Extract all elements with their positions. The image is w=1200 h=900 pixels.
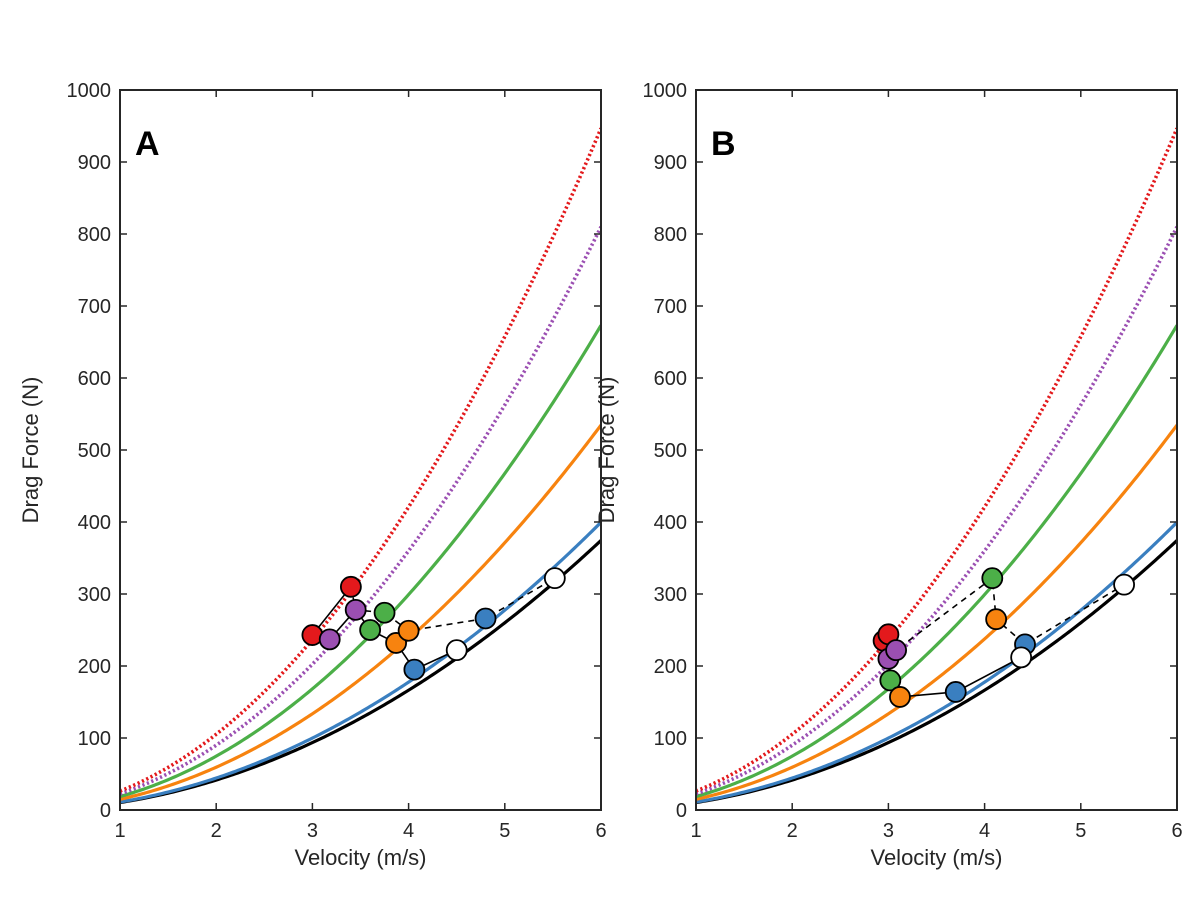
panel-b: 1 2 3 4 5 6 0 100 200 300 400 500 600 700 800 900 1000 B… (594, 80, 1183, 870)
y-tick-label: 1000 (67, 80, 112, 102)
green-curve (696, 324, 1177, 799)
y-tick-label: 600 (654, 368, 687, 390)
x-tick-label: 5 (1075, 820, 1086, 842)
white-marker (1010, 646, 1033, 669)
orange-marker (985, 608, 1008, 631)
purple-marker (885, 639, 907, 662)
red-marker (339, 575, 362, 598)
panel-letter: A (135, 125, 160, 163)
dashed-connector-line (887, 576, 1125, 652)
y-tick-label: 0 (676, 800, 687, 822)
x-tick-label: 2 (211, 820, 222, 842)
y-axis-label: Drag Force (N) (18, 377, 43, 524)
x-tick-label: 2 (787, 820, 798, 842)
blue-curve (120, 521, 601, 804)
y-tick-label: 300 (654, 584, 687, 606)
y-tick-label: 0 (100, 800, 111, 822)
blue-marker (403, 658, 426, 681)
y-tick-label: 600 (78, 368, 111, 390)
x-tick-label: 3 (883, 820, 894, 842)
y-tick-label: 100 (654, 728, 687, 750)
y-tick-label: 900 (78, 152, 111, 174)
points-layer (872, 567, 1135, 708)
y-tick-label: 900 (654, 152, 687, 174)
green-marker (981, 567, 1004, 590)
axes-layer: 1 2 3 4 5 6 0 100 200 300 400 500 600 700 800 900 1000 (67, 80, 607, 842)
x-tick-label: 3 (307, 820, 318, 842)
orange-curve (696, 424, 1177, 801)
blue-marker (944, 681, 967, 703)
solid-connector-line (310, 586, 458, 671)
y-axis-label: Drag Force (N) (594, 377, 619, 524)
green-curve (120, 324, 601, 799)
points-layer (301, 567, 566, 681)
y-tick-label: 800 (78, 224, 111, 246)
white-marker (543, 567, 566, 590)
red-curve (696, 127, 1177, 793)
x-tick-label: 4 (979, 820, 990, 842)
axes-layer: 1 2 3 4 5 6 0 100 200 300 400 500 600 700 800 900 1000 (643, 80, 1183, 842)
y-tick-label: 400 (654, 512, 687, 534)
y-tick-label: 700 (654, 296, 687, 318)
axes-frame (119, 89, 602, 811)
y-tick-label: 500 (78, 440, 111, 462)
green-marker (879, 669, 902, 692)
axes-frame (695, 89, 1178, 811)
y-tick-label: 1000 (643, 80, 688, 102)
x-axis-label: Velocity (m/s) (294, 845, 426, 870)
green-marker (359, 619, 382, 641)
black-curve (696, 539, 1177, 805)
curves-layer (120, 127, 601, 805)
x-tick-label: 1 (114, 820, 125, 842)
y-tick-label: 700 (78, 296, 111, 318)
x-tick-label: 5 (499, 820, 510, 842)
y-tick-label: 300 (78, 584, 111, 606)
y-tick-label: 800 (654, 224, 687, 246)
x-tick-label: 1 (690, 820, 701, 842)
x-tick-label: 6 (595, 820, 606, 842)
y-tick-label: 500 (654, 440, 687, 462)
y-tick-label: 100 (78, 728, 111, 750)
white-marker (445, 639, 468, 662)
purple-curve (696, 226, 1177, 796)
white-marker (1113, 573, 1135, 596)
purple-marker (344, 598, 367, 621)
purple-curve (120, 226, 601, 796)
y-tick-label: 200 (654, 656, 687, 678)
purple-marker (318, 628, 341, 651)
blue-marker (474, 607, 497, 630)
panel-a: 1 2 3 4 5 6 0 100 200 300 400 500 600 700 800 900 1000 A… (18, 80, 607, 870)
x-axis-label: Velocity (m/s) (870, 845, 1002, 870)
dashed-connector-line (350, 577, 556, 632)
x-tick-label: 6 (1171, 820, 1182, 842)
x-tick-label: 4 (403, 820, 414, 842)
orange-marker (889, 686, 911, 708)
y-tick-label: 400 (78, 512, 111, 534)
orange-curve (120, 424, 601, 801)
panel-letter: B (711, 125, 736, 163)
curves-layer (696, 127, 1177, 805)
blue-curve (696, 521, 1177, 804)
black-curve (120, 539, 601, 805)
orange-marker (397, 619, 420, 642)
green-marker (373, 601, 396, 624)
red-curve (120, 127, 601, 793)
y-tick-label: 200 (78, 656, 111, 678)
